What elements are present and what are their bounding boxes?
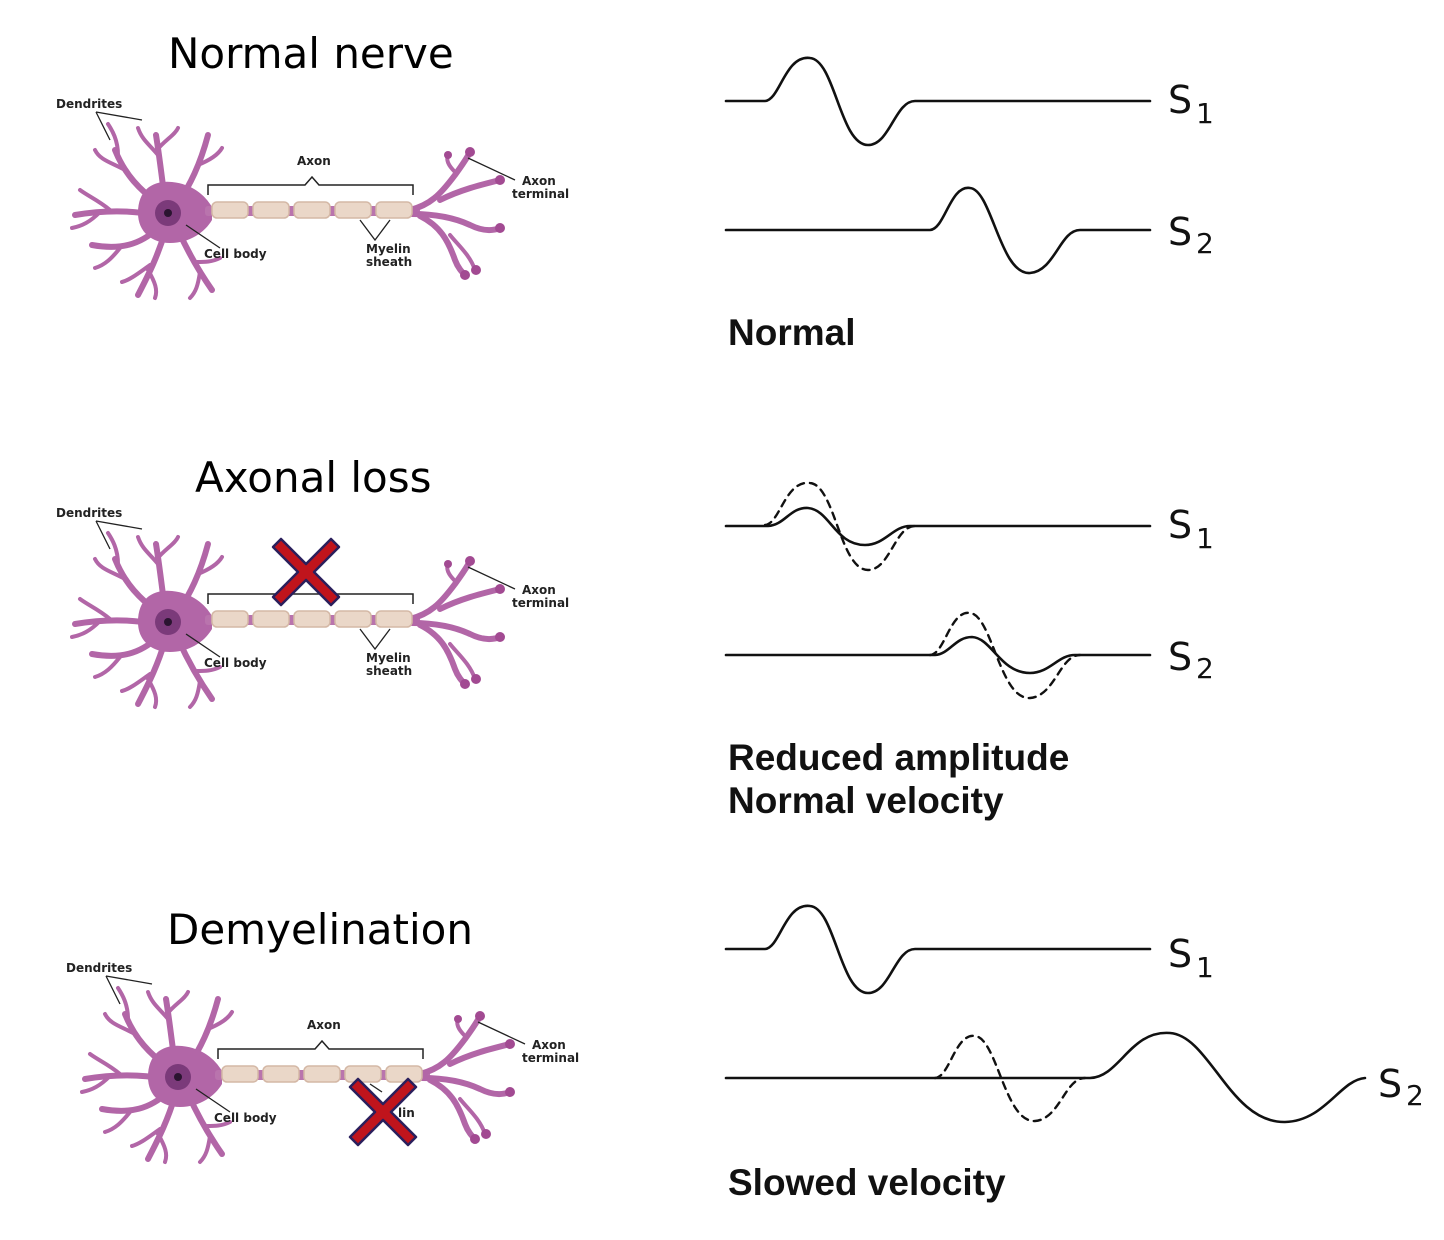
caption-slowed-velocity: Slowed velocity bbox=[728, 1162, 1006, 1203]
waveform-s1 bbox=[724, 56, 1152, 147]
label-cell-body: Cell body bbox=[204, 656, 267, 670]
panel-demyelination: Demyelination Dendrites Axon Axon termin… bbox=[66, 904, 1424, 1203]
waveform-s1-normal-reference bbox=[763, 481, 917, 572]
label-myelin-partial: lin bbox=[398, 1106, 415, 1120]
caption-line-1: Reduced amplitude bbox=[728, 737, 1069, 778]
waveform-s2-normal-reference bbox=[928, 611, 1082, 700]
label-dendrites: Dendrites bbox=[56, 506, 122, 520]
panel-axonal-loss: Axonal loss Dendrites Axon terminal Cell… bbox=[56, 453, 1214, 821]
label-axon-terminal-1: Axon bbox=[532, 1038, 566, 1052]
red-x-icon bbox=[271, 537, 341, 607]
panel-title: Normal nerve bbox=[168, 29, 454, 78]
waveform-s2 bbox=[724, 1031, 1367, 1124]
label-axon-terminal-1: Axon bbox=[522, 174, 556, 188]
panel-title: Axonal loss bbox=[195, 453, 432, 502]
label-myelin-2: sheath bbox=[366, 255, 412, 269]
label-dendrites: Dendrites bbox=[66, 961, 132, 975]
label-axon-terminal-2: terminal bbox=[512, 596, 569, 610]
waveform-s1 bbox=[724, 506, 1152, 547]
label-myelin-2: sheath bbox=[366, 664, 412, 678]
caption-line-2: Normal velocity bbox=[728, 780, 1004, 821]
waveform-s2 bbox=[724, 635, 1152, 675]
panel-title: Demyelination bbox=[167, 905, 473, 954]
waveform-s1 bbox=[724, 904, 1152, 995]
label-dendrites: Dendrites bbox=[56, 97, 122, 111]
label-myelin-1: Myelin bbox=[366, 242, 411, 256]
waveform-s2-normal-reference bbox=[933, 1034, 1087, 1123]
label-axon-terminal-1: Axon bbox=[522, 583, 556, 597]
neuron-diagram: Dendrites Axon Axon terminal Cell body l… bbox=[66, 961, 579, 1162]
caption-normal: Normal bbox=[728, 312, 855, 353]
label-axon-terminal-2: terminal bbox=[522, 1051, 579, 1065]
panel-normal-nerve: Normal nerve Dendrites Axon Axon termina… bbox=[56, 29, 1214, 353]
neuron-diagram: Dendrites Axon Axon terminal Cell body M… bbox=[56, 97, 569, 298]
waveform-s2 bbox=[724, 186, 1152, 275]
label-myelin-1: Myelin bbox=[366, 651, 411, 665]
label-axon-terminal-2: terminal bbox=[512, 187, 569, 201]
label-cell-body: Cell body bbox=[204, 247, 267, 261]
label-axon: Axon bbox=[307, 1018, 341, 1032]
label-axon: Axon bbox=[297, 154, 331, 168]
label-cell-body: Cell body bbox=[214, 1111, 277, 1125]
neuron-diagram: Dendrites Axon terminal Cell body Myelin… bbox=[56, 506, 569, 707]
